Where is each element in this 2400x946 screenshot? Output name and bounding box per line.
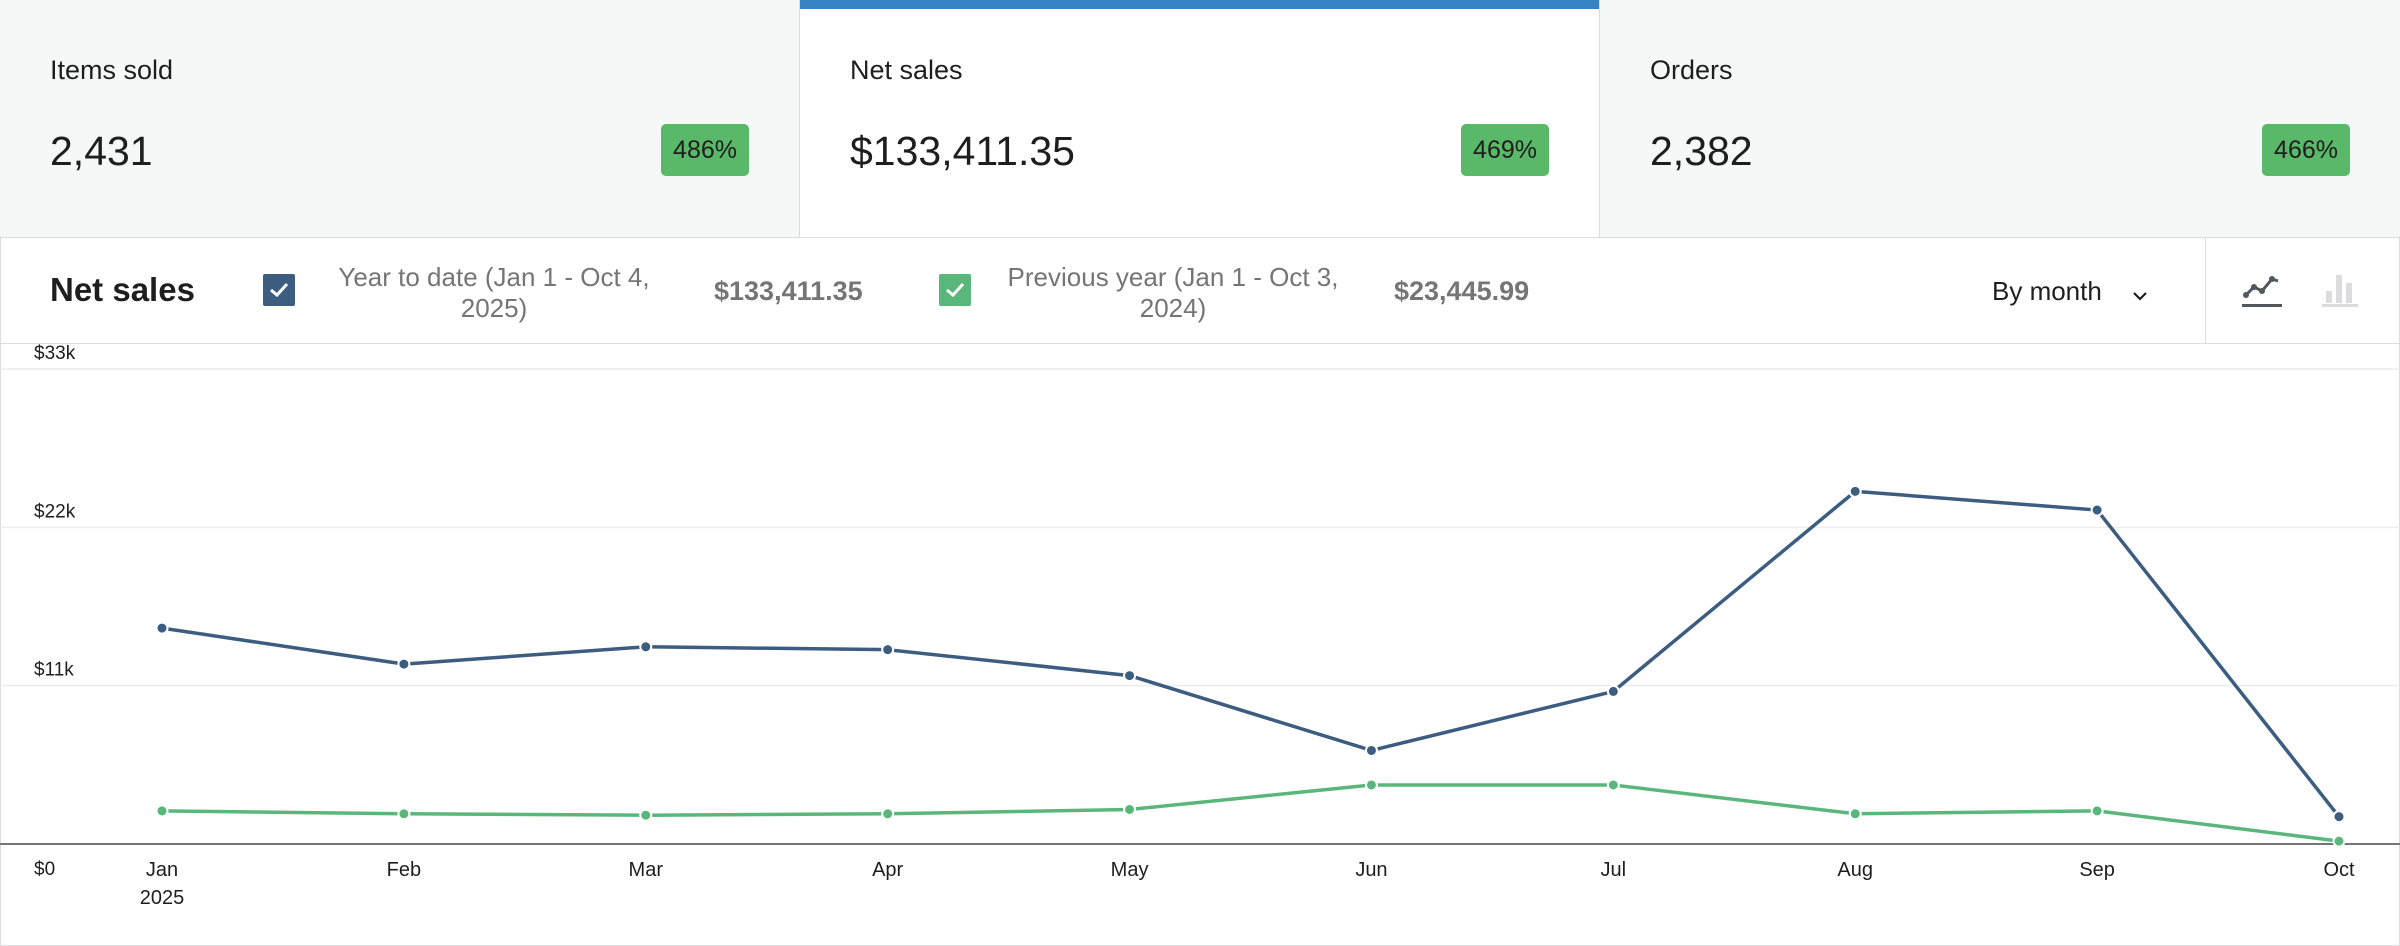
x-tick-label: Feb (387, 859, 421, 881)
data-point (1364, 778, 1378, 792)
x-tick-label: Jun (1355, 859, 1387, 881)
divider (2205, 237, 2206, 343)
tile-label: Items sold (50, 55, 174, 85)
change-badge: 466% (2262, 124, 2350, 176)
x-tick-label: Jul (1601, 859, 1627, 881)
data-point (1606, 684, 1620, 698)
net-sales-chart: $0 $11k $22k $33k Jan Feb Mar Apr May Jun Jul Aug Se… (0, 344, 2400, 944)
interval-select[interactable]: By month (1992, 276, 2149, 309)
data-point (155, 804, 169, 818)
y-tick-label: $22k (34, 501, 76, 522)
x-tick-label: Mar (629, 859, 664, 881)
tile-value: $133,411.35 (850, 128, 1075, 174)
x-tick-label: Aug (1837, 859, 1873, 881)
data-point (881, 807, 895, 821)
legend-label-current: Year to date (Jan 1 - Oct 4, 2025) (318, 262, 670, 324)
legend-total-previous: $23,445.99 (1394, 276, 1530, 306)
tile-net-sales[interactable]: Net sales $133,411.35 469% (800, 0, 1600, 237)
legend-label-line: Year to date (Jan 1 - Oct 4, (338, 262, 650, 292)
change-badge: 469% (1461, 124, 1549, 176)
tile-label: Net sales (850, 55, 963, 85)
line-chart-icon[interactable] (2240, 267, 2284, 311)
data-point (155, 621, 169, 635)
checkbox-previous[interactable] (939, 274, 971, 306)
x-tick-label: Sep (2079, 859, 2115, 881)
series-line (161, 783, 2340, 843)
x-tick-label: Jan (146, 859, 178, 881)
chart-title: Net sales (50, 271, 195, 308)
checkmark-icon (270, 282, 289, 298)
summary-tiles: Items sold 2,431 486% Net sales $133,411… (0, 0, 2400, 238)
x-tick-label: Oct (2323, 859, 2355, 881)
checkbox-current[interactable] (263, 274, 295, 306)
tile-value: 2,382 (1650, 128, 1753, 174)
legend-label-previous: Previous year (Jan 1 - Oct 3, 2024) (990, 262, 1356, 324)
chevron-down-icon (2131, 278, 2149, 309)
legend-label-line: 2024) (1139, 293, 1207, 323)
data-point (1123, 802, 1137, 816)
bar-chart-icon[interactable] (2318, 267, 2362, 311)
change-badge: 486% (661, 124, 749, 176)
data-point (1364, 743, 1378, 757)
data-point (639, 808, 653, 822)
x-tick-label: Apr (872, 859, 903, 881)
data-point (397, 807, 411, 821)
data-point (2090, 503, 2104, 517)
tile-orders[interactable]: Orders 2,382 466% (1600, 0, 2400, 237)
y-tick-label: $0 (34, 859, 55, 880)
interval-label: By month (1992, 276, 2102, 306)
legend-total-current: $133,411.35 (714, 276, 863, 306)
data-point (1848, 484, 1862, 498)
chart-canvas: $0 $11k $22k $33k Jan Feb Mar Apr May Jun Jul Aug Se… (0, 344, 2400, 909)
data-point (1606, 778, 1620, 792)
data-point (881, 643, 895, 657)
y-tick-label: $11k (34, 660, 74, 681)
data-point (1123, 669, 1137, 683)
data-point (639, 640, 653, 654)
x-tick-sublabel: 2025 (140, 887, 185, 909)
legend-label-line: 2025) (460, 293, 528, 323)
tile-items-sold[interactable]: Items sold 2,431 486% (0, 0, 800, 237)
data-point (1848, 807, 1862, 821)
y-tick-label: $33k (34, 344, 76, 364)
tile-value: 2,431 (50, 128, 153, 174)
data-point (2090, 804, 2104, 818)
series-line (161, 489, 2341, 818)
data-point (2332, 810, 2346, 824)
x-tick-label: May (1111, 859, 1149, 881)
data-point (397, 657, 411, 671)
chart-legend-bar: Net sales Year to date (Jan 1 - Oct 4, 2… (0, 237, 2400, 344)
data-point (2332, 834, 2346, 848)
checkmark-icon (946, 282, 965, 298)
tile-label: Orders (1650, 55, 1733, 85)
legend-label-line: Previous year (Jan 1 - Oct 3, (1007, 262, 1339, 292)
